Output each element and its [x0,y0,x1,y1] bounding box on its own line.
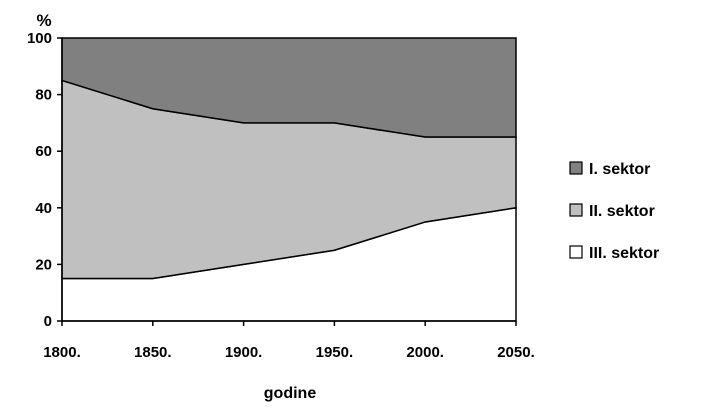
x-tick-label: 2050. [497,344,535,361]
x-tick-label: 1950. [316,344,354,361]
y-tick-label: 100 [27,30,52,47]
axes [61,38,516,322]
x-tick-label: 1850. [134,344,172,361]
legend-swatch [569,203,583,217]
legend-label: I. sektor [589,161,650,178]
y-tick-label: 60 [35,143,52,160]
y-tick-labels: 0 20 40 60 80 100 [27,30,62,330]
y-tick-label: 0 [44,313,52,330]
x-tick-label: 1800. [43,344,81,361]
legend: I. sektor II. sektor III. sektor [569,161,659,262]
x-axis-label: godine [264,385,317,402]
legend-label: III. sektor [589,245,659,262]
x-tick-label: 1900. [225,344,263,361]
y-tick-label: 80 [35,87,52,104]
legend-swatch [569,245,583,259]
y-tick-label: 40 [35,200,52,217]
x-tick-label: 2000. [406,344,444,361]
y-axis-label: % [36,11,51,30]
legend-swatch [569,161,583,175]
x-tick-labels: 1800. 1850. 1900. 1950. 2000. 2050. [43,321,535,361]
area-layers [61,37,517,322]
y-tick-label: 20 [35,256,52,273]
area-series-3 [61,37,517,138]
legend-label: II. sektor [589,203,655,220]
